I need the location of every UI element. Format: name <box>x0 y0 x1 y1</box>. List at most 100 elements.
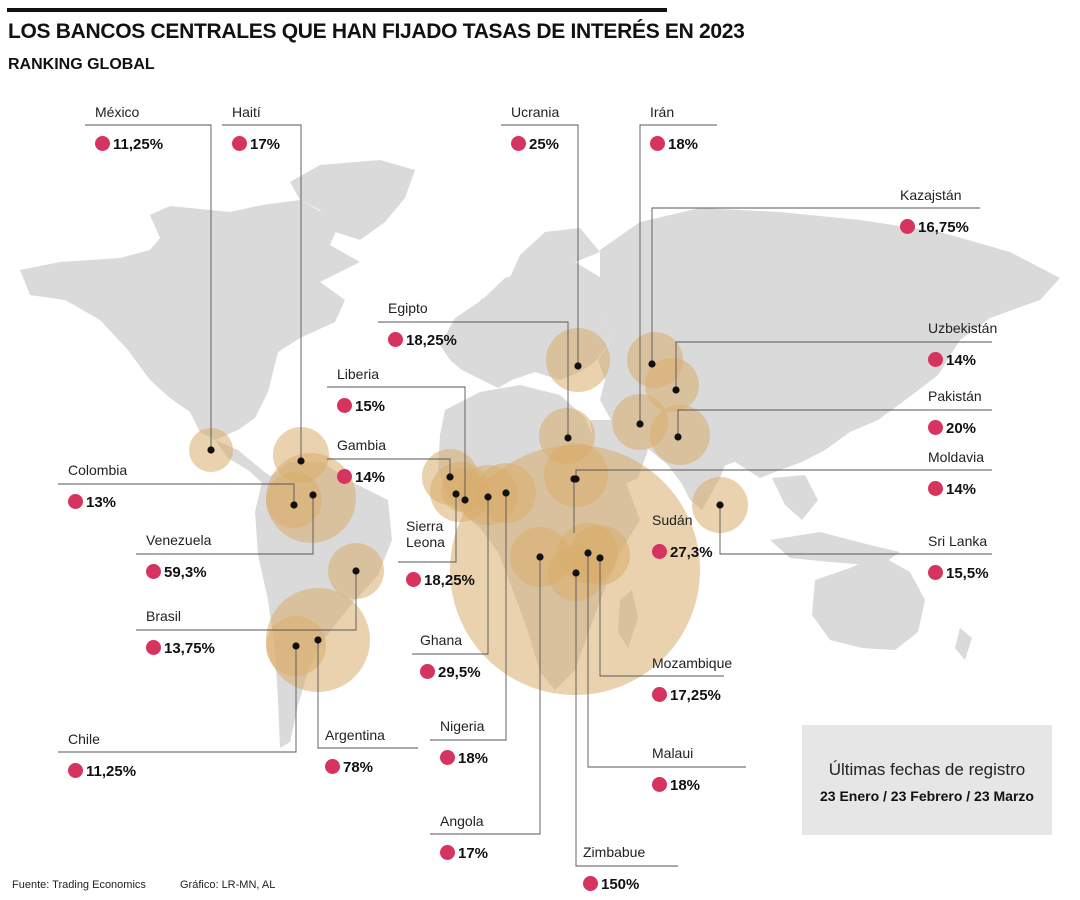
rate-value-mozambique: 17,25% <box>652 687 721 704</box>
country-name-haiti: Haití <box>232 104 261 120</box>
country-name-nigeria: Nigeria <box>440 718 485 734</box>
bubble-venezuela <box>266 453 356 543</box>
rate-text: 18% <box>670 777 701 794</box>
rate-value-colombia: 13% <box>68 494 116 511</box>
location-markers <box>207 360 724 650</box>
rate-value-brasil: 13,75% <box>146 640 215 657</box>
rate-text: 16,75% <box>918 219 969 236</box>
rate-text: 11,25% <box>113 136 164 153</box>
rate-text: 18,25% <box>424 572 475 589</box>
marker-ghana <box>484 493 492 501</box>
rate-dot-icon <box>146 564 161 579</box>
leader-venezuela <box>136 495 314 555</box>
marker-sierra <box>452 490 460 498</box>
rate-dot-icon <box>928 481 943 496</box>
leader-argentina <box>317 640 418 749</box>
marker-malaui <box>584 549 592 557</box>
rate-value-srilanka: 15,5% <box>928 565 989 582</box>
rate-text: 29,5% <box>438 664 481 681</box>
country-name-liberia: Liberia <box>337 366 380 382</box>
rate-value-haiti: 17% <box>232 136 280 153</box>
rate-dot-icon <box>440 750 455 765</box>
country-name-malaui: Malaui <box>652 745 694 761</box>
rate-value-gambia: 14% <box>337 469 385 486</box>
rate-dot-icon <box>928 565 943 580</box>
leader-nigeria <box>430 493 507 741</box>
leader-gambia <box>327 458 451 477</box>
leader-pakistan <box>677 409 992 437</box>
rate-dot-icon <box>325 759 340 774</box>
rate-text: 20% <box>946 420 977 437</box>
marker-liberia <box>461 496 469 504</box>
rate-value-kazajstan: 16,75% <box>900 219 969 236</box>
rate-value-uzbekistan: 14% <box>928 352 976 369</box>
leader-malaui <box>587 553 746 768</box>
marker-angola <box>536 553 544 561</box>
rate-text: 14% <box>946 481 977 498</box>
rate-text: 13,75% <box>164 640 215 657</box>
leader-sierra <box>398 494 457 563</box>
country-name-iran: Irán <box>650 104 675 120</box>
marker-colombia <box>290 501 298 509</box>
leader-uzbekistan <box>675 341 992 390</box>
rate-text: 18% <box>668 136 699 153</box>
legend-box: Últimas fechas de registro 23 Enero / 23… <box>802 725 1052 835</box>
marker-iran <box>636 420 644 428</box>
footer-source: Fuente: Trading Economics <box>12 879 146 891</box>
rate-value-argentina: 78% <box>325 759 373 776</box>
rate-dot-icon <box>440 845 455 860</box>
legend-dates: 23 Enero / 23 Febrero / 23 Marzo <box>820 788 1034 804</box>
rate-text: 78% <box>343 759 374 776</box>
rate-text: 17% <box>458 845 489 862</box>
marker-gambia <box>446 473 454 481</box>
rate-text: 11,25% <box>86 763 137 780</box>
rate-dot-icon <box>928 352 943 367</box>
rate-text: 27,3% <box>670 544 713 561</box>
rate-value-sierra: 18,25% <box>406 572 475 589</box>
rate-value-liberia: 15% <box>337 398 385 415</box>
footer-credit: Gráfico: LR-MN, AL <box>180 879 276 891</box>
chart-title: LOS BANCOS CENTRALES QUE HAN FIJADO TASA… <box>8 20 745 43</box>
leader-ucrania <box>501 124 579 366</box>
rate-dot-icon <box>583 876 598 891</box>
leader-mozambique <box>599 558 724 677</box>
country-name-venezuela: Venezuela <box>146 532 212 548</box>
country-name-ucrania: Ucrania <box>511 104 560 120</box>
marker-argentina <box>314 636 322 644</box>
marker-kazajstan <box>648 360 656 368</box>
bubble-uzbekistan <box>645 358 699 412</box>
country-name-argentina: Argentina <box>325 727 385 743</box>
leader-srilanka <box>719 505 992 555</box>
country-name-gambia: Gambia <box>337 437 387 453</box>
marker-zimbabue <box>572 569 580 577</box>
leader-mexico <box>85 124 212 450</box>
rate-text: 14% <box>946 352 977 369</box>
rate-value-moldavia: 14% <box>928 481 976 498</box>
country-name-zimbabue: Zimbabue <box>583 844 646 860</box>
rate-dot-icon <box>68 494 83 509</box>
rate-value-malaui: 18% <box>652 777 700 794</box>
rate-text: 17,25% <box>670 687 721 704</box>
rate-dot-icon <box>95 136 110 151</box>
chart-subtitle: RANKING GLOBAL <box>8 56 155 73</box>
rate-value-egipto: 18,25% <box>388 332 457 349</box>
marker-mexico <box>207 446 215 454</box>
leader-ghana <box>412 497 489 655</box>
rate-value-pakistan: 20% <box>928 420 976 437</box>
leader-iran <box>639 124 717 424</box>
country-name-chile: Chile <box>68 731 100 747</box>
marker-ucrania <box>574 362 582 370</box>
leader-brasil <box>136 571 357 631</box>
rate-dot-icon <box>232 136 247 151</box>
leader-angola <box>430 557 541 835</box>
rate-dot-icon <box>928 420 943 435</box>
rate-text: 59,3% <box>164 564 207 581</box>
rate-dot-icon <box>900 219 915 234</box>
rate-value-mexico: 11,25% <box>95 136 163 153</box>
rate-dot-icon <box>388 332 403 347</box>
marker-mozambique <box>596 554 604 562</box>
rate-text: 13% <box>86 494 117 511</box>
country-name-sudan: Sudán <box>652 512 693 528</box>
legend-title: Últimas fechas de registro <box>828 760 1026 779</box>
